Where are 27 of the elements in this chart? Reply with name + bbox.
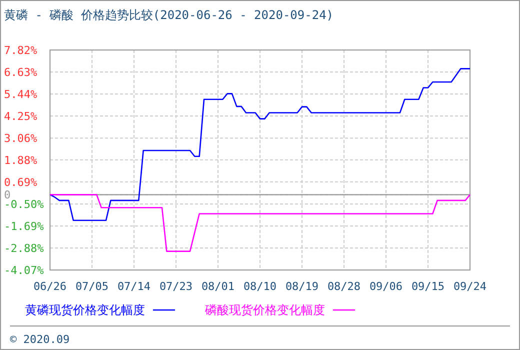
text: © 2020.09 bbox=[10, 333, 70, 346]
x-tick-label: 08/01 bbox=[201, 280, 235, 293]
y-tick-label: -2.88% bbox=[4, 242, 44, 255]
y-tick-label: -4.07% bbox=[4, 264, 44, 277]
y-tick-label: 0.69% bbox=[4, 176, 38, 189]
y-tick-label: 3.06% bbox=[4, 132, 38, 146]
x-tick-label: 08/19 bbox=[285, 280, 319, 293]
y-tick-label: 7.82% bbox=[4, 44, 38, 57]
x-tick-label: 08/28 bbox=[327, 280, 361, 293]
legend-label: 磷酸现货价格变化幅度 bbox=[204, 303, 325, 317]
x-tick-label: 09/06 bbox=[369, 280, 403, 293]
x-tick-label: 07/23 bbox=[159, 280, 193, 293]
x-tick-label: 07/14 bbox=[117, 280, 151, 293]
x-tick-label: 08/10 bbox=[243, 280, 277, 293]
y-tick-label: 5.44% bbox=[4, 88, 38, 102]
y-tick-label: 4.25% bbox=[4, 110, 38, 124]
x-tick-label: 07/05 bbox=[75, 280, 109, 293]
line-series bbox=[49, 194, 471, 252]
line-series bbox=[49, 68, 471, 222]
chart-title: 黄磷 - 磷酸 价格趋势比较(2020-06-26 - 2020-09-24) bbox=[4, 8, 334, 22]
y-tick-label: 6.63% bbox=[4, 66, 38, 80]
x-tick-label: 09/24 bbox=[453, 280, 487, 293]
x-tick-label: 06/26 bbox=[33, 280, 67, 293]
y-tick-label: 1.88% bbox=[4, 154, 38, 167]
y-tick-label: -1.69% bbox=[4, 220, 44, 233]
x-tick-label: 09/15 bbox=[411, 280, 445, 293]
legend-label: 黄磷现货价格变化幅度 bbox=[25, 303, 145, 317]
